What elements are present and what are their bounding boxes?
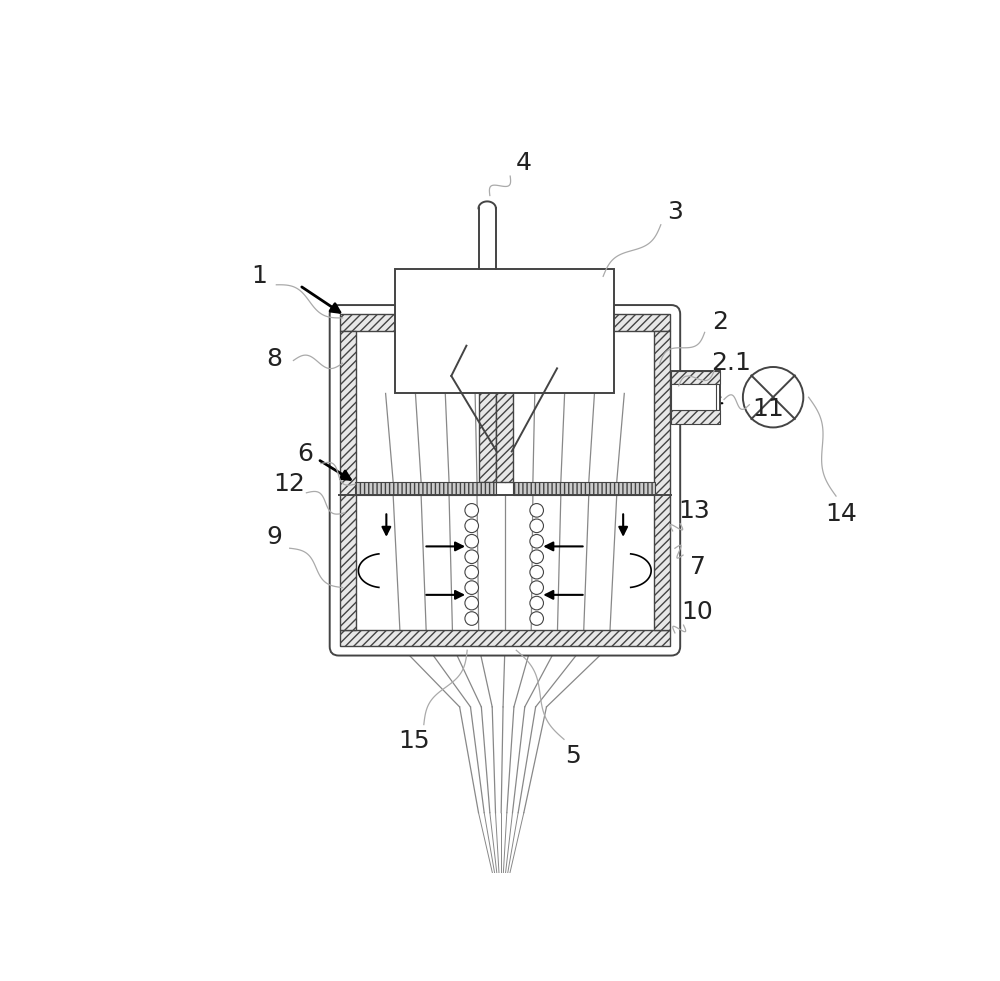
Circle shape — [465, 519, 479, 533]
Text: 7: 7 — [690, 555, 706, 579]
Circle shape — [465, 565, 479, 579]
Circle shape — [530, 503, 543, 517]
Circle shape — [465, 612, 479, 625]
Circle shape — [465, 535, 479, 548]
Text: 5: 5 — [565, 744, 581, 768]
Circle shape — [530, 550, 543, 563]
Circle shape — [530, 535, 543, 548]
Bar — [355, 482, 496, 495]
Circle shape — [530, 612, 543, 625]
Text: 10: 10 — [682, 600, 713, 625]
Text: 8: 8 — [267, 347, 283, 372]
Text: 9: 9 — [267, 525, 282, 549]
Circle shape — [743, 367, 803, 428]
Text: 2: 2 — [712, 310, 728, 334]
Text: 6: 6 — [297, 441, 313, 466]
FancyBboxPatch shape — [330, 305, 680, 655]
Text: 13: 13 — [678, 498, 710, 523]
Circle shape — [465, 550, 479, 563]
Circle shape — [530, 565, 543, 579]
Bar — [340, 630, 670, 645]
Bar — [340, 331, 356, 630]
Circle shape — [465, 581, 479, 594]
Bar — [479, 331, 496, 482]
Text: 3: 3 — [667, 200, 683, 224]
Text: 11: 11 — [752, 396, 784, 421]
Text: 12: 12 — [274, 472, 306, 496]
Circle shape — [530, 581, 543, 594]
Text: 15: 15 — [398, 729, 430, 752]
Bar — [512, 482, 655, 495]
Bar — [496, 331, 512, 482]
Bar — [654, 331, 670, 630]
Bar — [671, 371, 720, 385]
Bar — [671, 371, 720, 424]
Circle shape — [465, 596, 479, 610]
Text: 4: 4 — [516, 151, 532, 175]
Text: 1: 1 — [252, 264, 267, 288]
Circle shape — [465, 503, 479, 517]
Bar — [395, 269, 614, 393]
Circle shape — [530, 519, 543, 533]
Text: 14: 14 — [825, 502, 857, 526]
Bar — [671, 410, 720, 424]
Bar — [671, 385, 716, 410]
Bar — [340, 314, 670, 331]
Text: 2.1: 2.1 — [712, 351, 751, 375]
Circle shape — [530, 596, 543, 610]
